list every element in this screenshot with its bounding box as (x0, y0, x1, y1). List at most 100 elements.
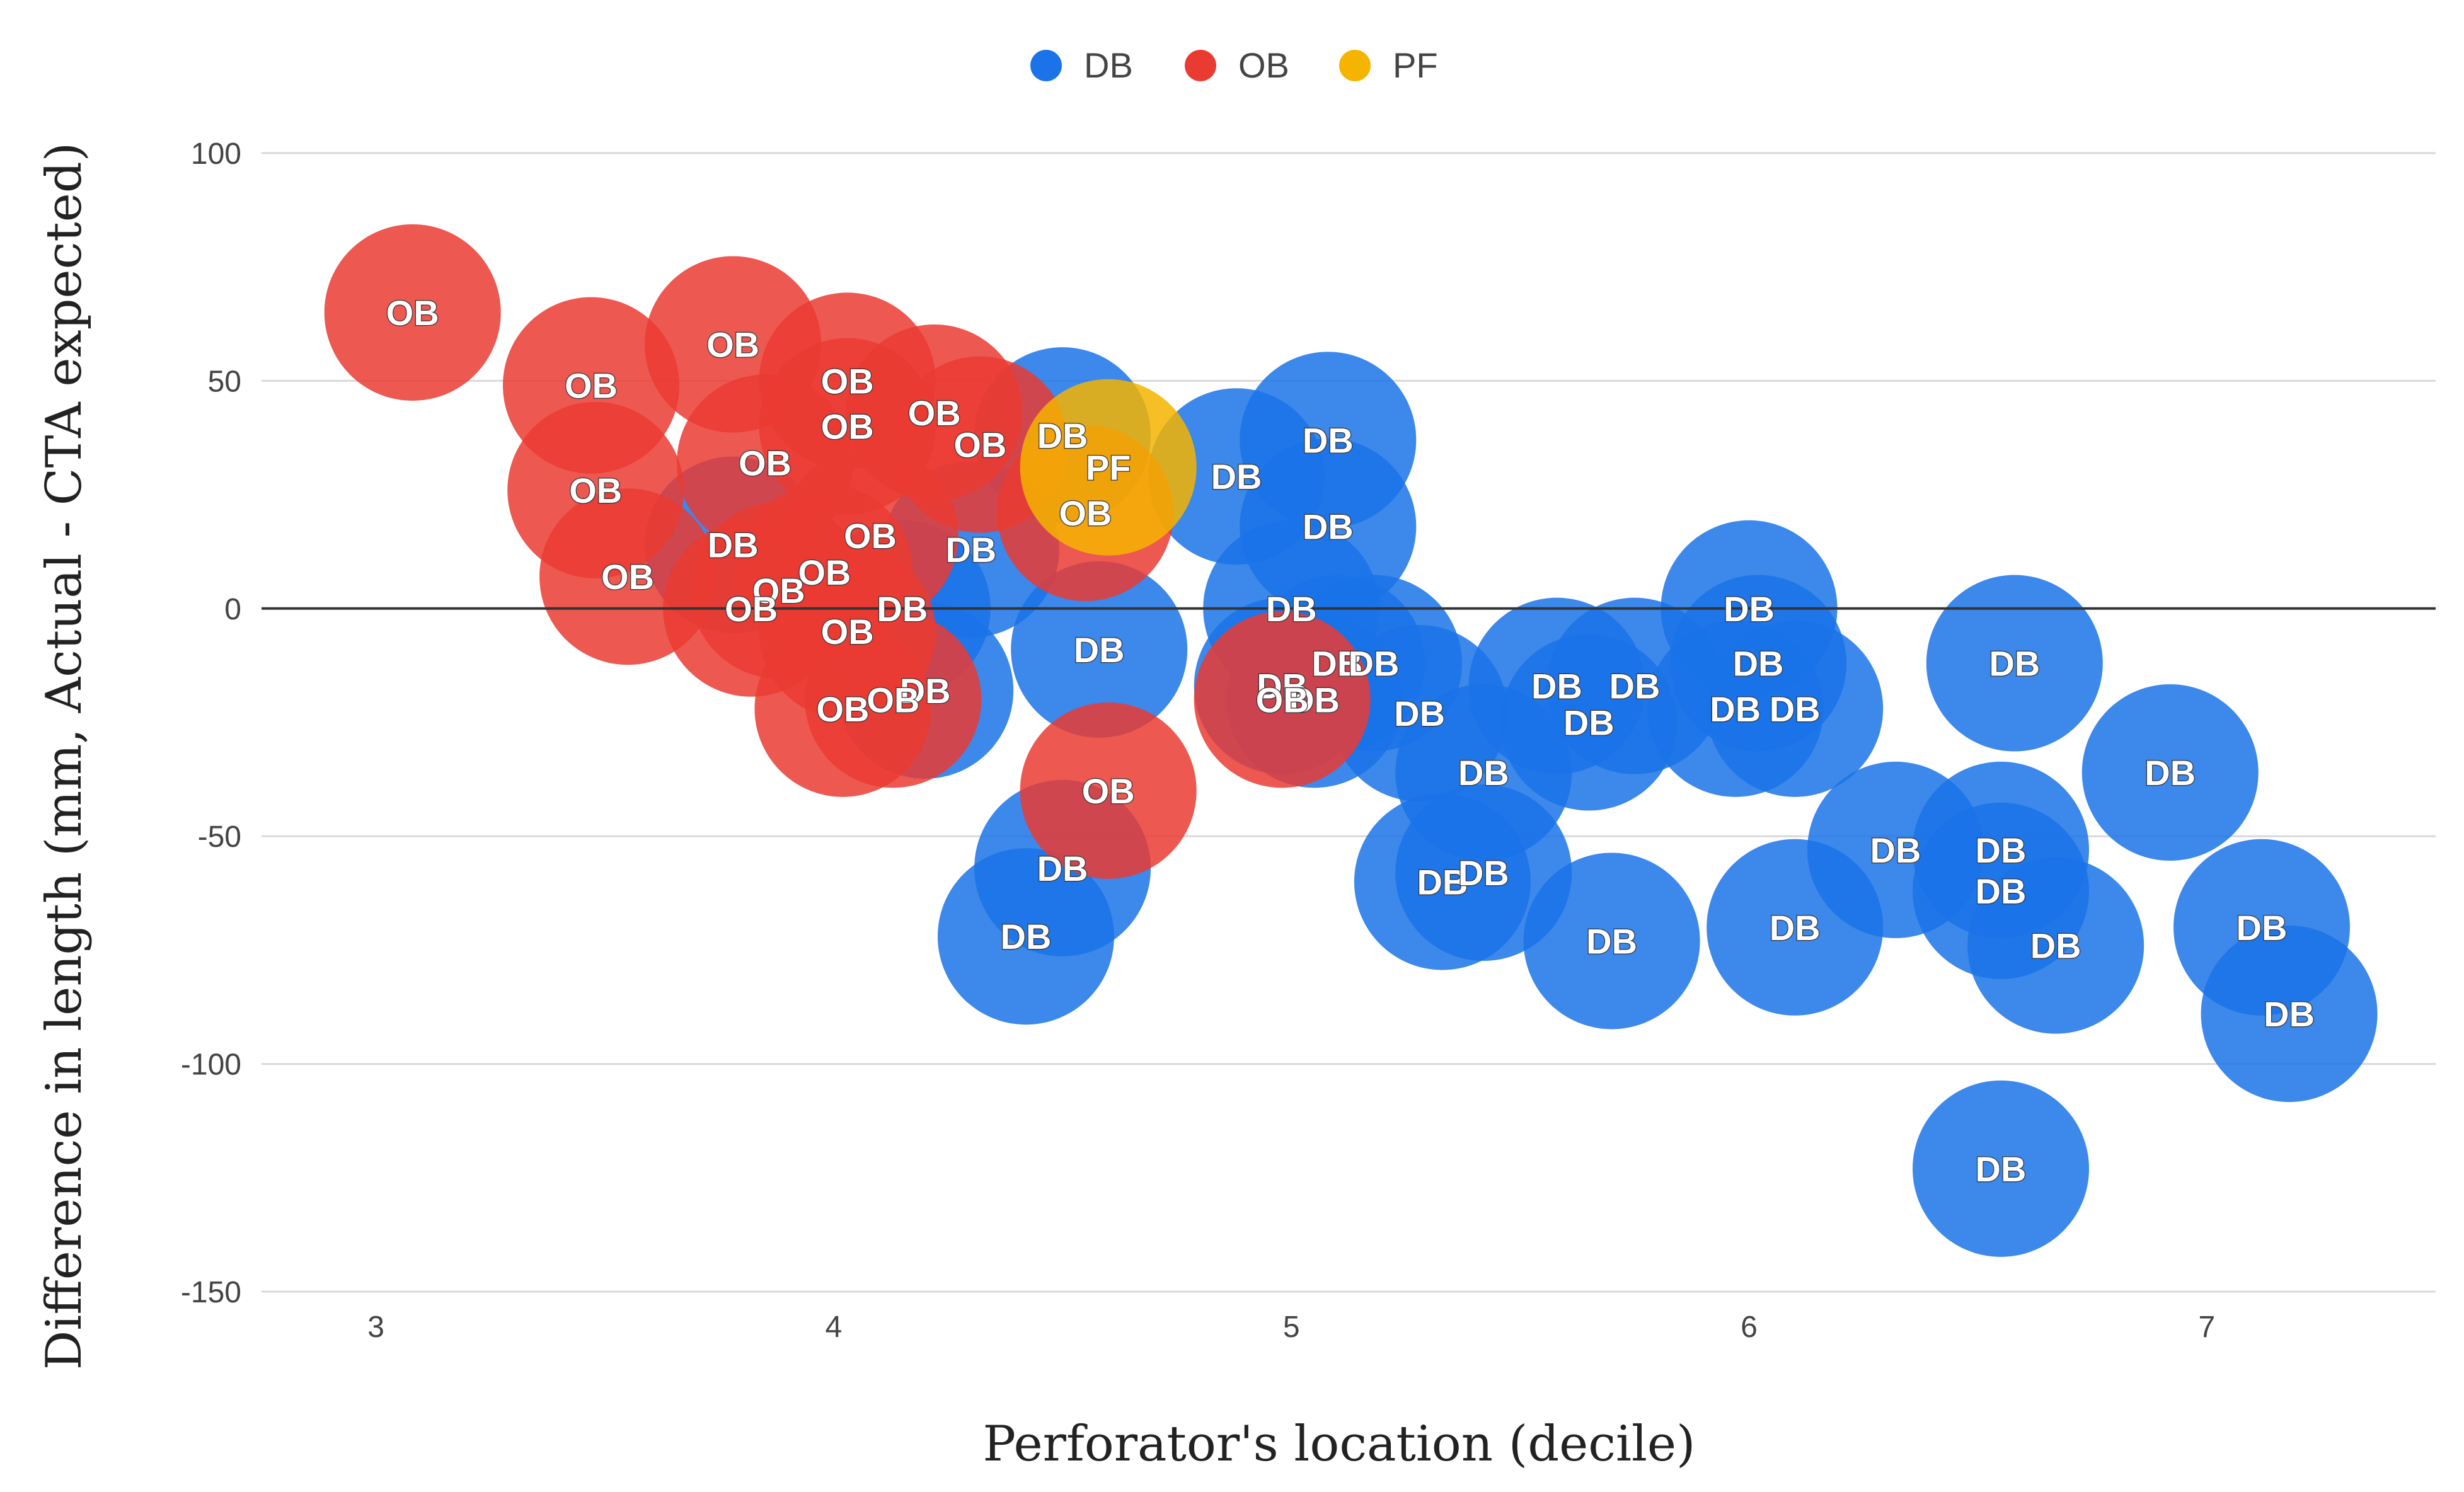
x-tick-label: 6 (1741, 1311, 1758, 1344)
bubble-db[interactable] (1523, 852, 1700, 1030)
legend-swatch-ob (1185, 50, 1216, 81)
data-label-db: DB (1458, 853, 1509, 893)
bubble-db[interactable] (2081, 684, 2259, 861)
data-label-db: DB (1710, 689, 1761, 729)
bubble-ob[interactable] (805, 611, 982, 788)
legend-label-pf: PF (1393, 45, 1438, 85)
bubble-ob[interactable] (1020, 702, 1197, 879)
x-axis-ticks: 3 4 5 6 7 (367, 1311, 2215, 1344)
data-label-db: DB (1458, 753, 1509, 793)
data-label-ob: OB (798, 553, 851, 592)
data-label-pf: PF (1086, 448, 1131, 488)
data-label-db: DB (1989, 644, 2040, 684)
data-label-db: DB (2237, 908, 2288, 948)
data-label-db: DB (1770, 689, 1821, 729)
data-label-db: DB (1976, 830, 2027, 870)
bubble-db[interactable] (937, 848, 1114, 1025)
y-tick-label: -150 (181, 1276, 241, 1309)
data-label-db: DB (1074, 630, 1125, 670)
data-label-ob: OB (908, 393, 961, 433)
legend-item-ob[interactable]: OB (1185, 45, 1289, 85)
data-label-db: DB (1563, 703, 1615, 743)
data-label-db: DB (1349, 644, 1400, 684)
bubble-db[interactable] (1011, 561, 1188, 738)
y-tick-label: 100 (191, 137, 241, 171)
x-tick-label: 4 (826, 1311, 843, 1344)
bubble-db[interactable] (1913, 1080, 2089, 1257)
data-label-db: DB (1289, 680, 1340, 720)
bubble-ob[interactable] (324, 224, 501, 401)
data-label-ob: OB (725, 589, 778, 629)
legend-item-pf[interactable]: PF (1339, 45, 1438, 85)
data-label-db: DB (2030, 926, 2081, 966)
y-tick-label: -50 (198, 820, 241, 854)
data-label-ob: OB (386, 293, 439, 333)
bubble-db[interactable] (2201, 926, 2378, 1103)
y-axis-title: Difference in length (mm, Actual - CTA e… (36, 142, 93, 1370)
x-tick-label: 3 (367, 1311, 384, 1344)
data-label-db: DB (1609, 667, 1661, 706)
data-label-db: DB (1037, 849, 1088, 888)
data-label-db: DB (1303, 420, 1354, 460)
bubble-db[interactable] (1967, 857, 2144, 1034)
legend-label-ob: OB (1238, 45, 1289, 85)
x-tick-label: 5 (1283, 1311, 1300, 1344)
y-tick-label: 50 (208, 365, 241, 398)
legend-label-db: DB (1084, 45, 1133, 85)
data-label-db: DB (1531, 667, 1582, 706)
data-label-db: DB (1586, 921, 1637, 961)
data-label-ob: OB (866, 680, 919, 720)
bubble-db[interactable] (1707, 620, 1884, 797)
x-axis-title: Perforator's location (decile) (983, 1416, 1696, 1472)
bubble-labels: DB DB DB DB DB DB DB DB DB DB DB DB DB DB DB DB DB DB DB DB… (385, 292, 2315, 1190)
data-label-db: DB (2264, 994, 2315, 1034)
data-label-ob: OB (569, 471, 622, 510)
bubble-pf[interactable] (1020, 379, 1197, 556)
y-tick-label: 0 (224, 593, 241, 626)
data-label-ob: OB (816, 689, 869, 729)
data-label-db: DB (1037, 416, 1088, 456)
data-label-ob: OB (953, 425, 1006, 465)
data-label-db: DB (1733, 644, 1784, 684)
data-label-db: DB (1257, 667, 1308, 706)
data-label-ob: OB (821, 361, 874, 401)
data-label-ob: OB (752, 571, 805, 611)
x-tick-label: 7 (2198, 1311, 2215, 1344)
data-label-db: DB (1001, 917, 1052, 956)
data-label-db: DB (1870, 830, 1921, 870)
data-label-db: DB (1211, 457, 1262, 496)
data-label-db: DB (2144, 753, 2196, 793)
data-label-ob: OB (821, 612, 874, 651)
data-label-ob: OB (739, 444, 792, 483)
data-label-db: DB (1417, 862, 1468, 902)
data-label-ob: OB (1082, 771, 1135, 811)
y-tick-label: -100 (181, 1048, 241, 1082)
data-label-ob: OB (706, 325, 759, 365)
data-label-ob: OB (1256, 680, 1309, 720)
data-label-ob: OB (1059, 493, 1112, 533)
data-label-db: DB (1724, 589, 1775, 629)
data-label-db: DB (877, 589, 928, 629)
data-label-db: DB (1394, 694, 1445, 733)
data-label-db: DB (1976, 1149, 2027, 1189)
bubble-db[interactable] (1926, 575, 2103, 752)
data-label-ob: OB (565, 366, 618, 406)
data-label-db: DB (1770, 908, 1821, 948)
bubble-ob[interactable] (1194, 611, 1371, 788)
data-label-db: DB (1311, 644, 1362, 684)
data-label-db: DB (1266, 589, 1317, 629)
y-axis-ticks: 100 50 0 -50 -100 -150 (181, 137, 241, 1309)
legend-item-db[interactable]: DB (1030, 45, 1133, 85)
data-label-db: DB (945, 530, 996, 570)
legend: DB OB PF (1030, 45, 1438, 85)
bubbles (324, 224, 2378, 1257)
data-label-db: DB (1303, 507, 1354, 547)
data-label-db: DB (900, 671, 951, 711)
legend-swatch-pf (1339, 50, 1371, 81)
data-label-db: DB (708, 525, 759, 565)
data-label-ob: OB (844, 516, 897, 556)
data-label-ob: OB (821, 407, 874, 447)
legend-swatch-db (1030, 50, 1062, 81)
data-label-db: DB (1976, 871, 2027, 911)
